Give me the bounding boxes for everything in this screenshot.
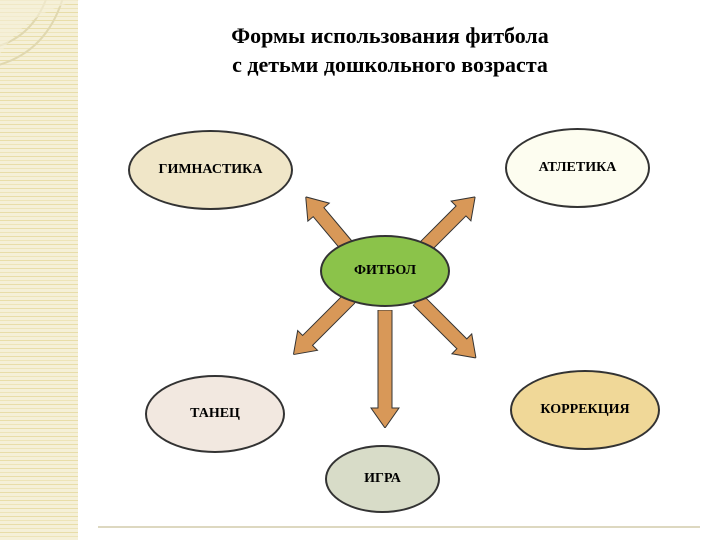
center-node-fitbol: ФИТБОЛ [320, 235, 450, 307]
corner-arc [0, 0, 110, 110]
outer-node-gymnastics: ГИМНАСТИКА [128, 130, 293, 210]
outer-node-correction: КОРРЕКЦИЯ [510, 370, 660, 450]
page-title: Формы использования фитбола с детьми дош… [100, 22, 680, 79]
title-line1: Формы использования фитбола [100, 22, 680, 51]
arrow-4 [369, 310, 401, 428]
outer-node-athletics: АТЛЕТИКА [505, 128, 650, 208]
outer-node-game: ИГРА [325, 445, 440, 513]
title-line2: с детьми дошкольного возраста [100, 51, 680, 80]
outer-node-dance: ТАНЕЦ [145, 375, 285, 453]
bottom-divider [98, 526, 700, 528]
